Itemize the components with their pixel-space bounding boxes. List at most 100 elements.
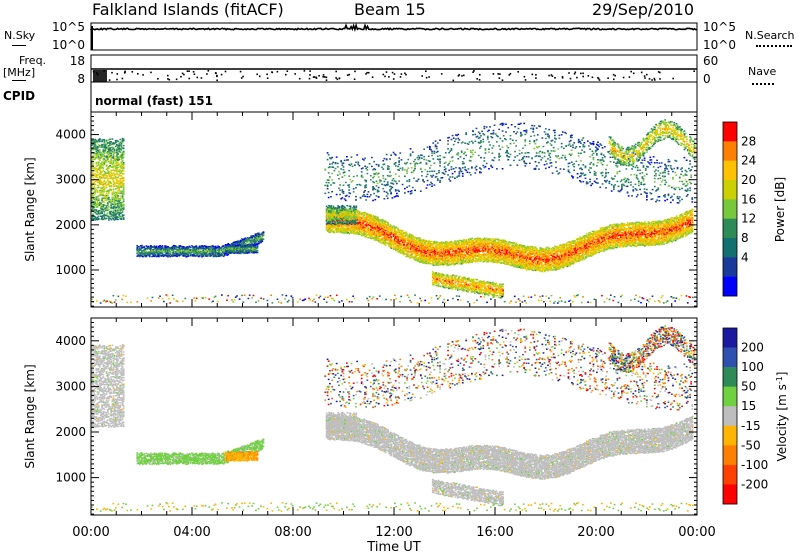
power-cell <box>404 240 406 242</box>
power-cell <box>399 233 402 236</box>
date-title: 29/Sep/2010 <box>592 0 694 19</box>
power-cell <box>389 237 392 239</box>
power-cell <box>381 228 384 231</box>
power-cell <box>327 225 329 227</box>
power-cell <box>494 239 496 242</box>
nave-point <box>648 78 651 80</box>
power-cell <box>395 249 397 252</box>
power-cell <box>354 218 356 220</box>
nave-point <box>192 71 195 73</box>
power-cell <box>406 242 409 244</box>
power-cell <box>399 236 402 238</box>
power-cell <box>339 220 342 223</box>
power-cell <box>398 249 401 252</box>
power-cell <box>387 231 389 234</box>
power-cell <box>388 225 391 228</box>
power-cell <box>404 247 406 249</box>
power-cell <box>402 236 404 238</box>
power-cell <box>381 223 384 226</box>
power-cell <box>363 213 366 215</box>
nave-point <box>338 77 341 79</box>
power-cell <box>411 238 413 240</box>
power-cell <box>419 243 421 245</box>
power-cell <box>587 253 589 255</box>
power-cell <box>357 227 360 229</box>
power-cell <box>367 230 370 232</box>
power-cell <box>380 238 383 240</box>
nave-point <box>313 76 316 78</box>
power-cell <box>350 227 353 229</box>
power-cell <box>389 229 392 231</box>
power-cell <box>616 246 619 248</box>
power-cell <box>338 229 341 231</box>
power-cell <box>372 223 375 226</box>
nave-point <box>312 76 315 78</box>
power-cell <box>408 244 411 246</box>
power-cell <box>338 223 341 225</box>
power-cell <box>417 251 420 254</box>
power-cell <box>402 239 404 241</box>
nave-point <box>622 76 625 79</box>
nave-point <box>266 73 268 76</box>
power-cell <box>569 259 571 261</box>
power-cell <box>346 227 349 229</box>
nave-point <box>399 76 402 78</box>
power-cell <box>377 217 379 220</box>
power-cell <box>332 230 335 232</box>
power-cell <box>390 226 393 228</box>
power-cell <box>405 234 408 237</box>
power-cell <box>363 234 366 237</box>
power-cell <box>399 244 402 247</box>
power-cell <box>369 234 371 237</box>
power-cell <box>415 248 418 250</box>
power-cell <box>409 236 412 238</box>
power-cell <box>419 244 421 247</box>
power-cell <box>349 218 352 220</box>
power-cell <box>370 220 372 223</box>
power-cell <box>523 245 526 247</box>
power-cell <box>371 226 374 228</box>
power-cell <box>369 230 371 233</box>
power-cell <box>384 229 387 231</box>
power-cell <box>352 222 354 225</box>
power-cell <box>339 224 342 226</box>
power-cell <box>337 226 339 228</box>
power-cell <box>367 233 370 235</box>
power-cell <box>405 231 408 234</box>
power-cell <box>379 231 381 234</box>
power-cell <box>387 236 389 238</box>
power-cell <box>453 261 455 264</box>
power-cell <box>348 224 351 227</box>
power-cell <box>387 230 389 233</box>
power-cell <box>381 232 384 234</box>
power-cell <box>403 247 405 249</box>
power-cell <box>344 230 346 233</box>
power-cell <box>355 231 358 233</box>
power-cell <box>419 237 421 239</box>
power-cell <box>419 249 421 252</box>
power-cell <box>353 224 355 226</box>
power-cell <box>392 233 395 236</box>
power-cell <box>507 245 510 247</box>
power-cell <box>363 231 366 234</box>
power-cell <box>362 233 364 235</box>
power-cell <box>377 234 379 236</box>
power-cell <box>406 237 409 240</box>
nave-point <box>672 77 674 80</box>
power-cell <box>515 242 518 245</box>
power-cell <box>421 251 424 253</box>
power-cell <box>353 225 355 227</box>
power-cell <box>603 232 605 234</box>
power-cell <box>406 252 409 254</box>
power-cell <box>332 215 335 217</box>
power-cell <box>352 219 354 221</box>
power-cell <box>420 255 422 257</box>
power-cell <box>342 224 345 226</box>
power-cell <box>431 254 434 256</box>
power-cell <box>356 212 359 214</box>
power-cell <box>372 216 375 219</box>
power-cell <box>372 229 375 232</box>
power-cell <box>374 228 377 231</box>
power-cell <box>425 260 428 263</box>
nave-point <box>653 77 656 80</box>
